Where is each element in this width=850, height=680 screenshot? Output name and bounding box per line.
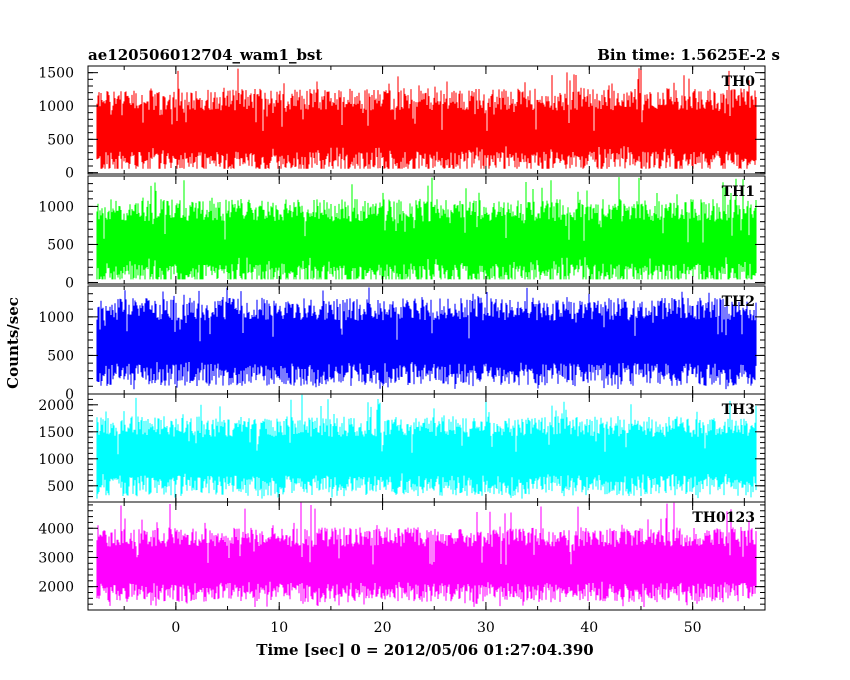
bin-time-label: Bin time: 1.5625E-2 s xyxy=(597,46,780,64)
panel-label-th2: TH2 xyxy=(722,294,755,310)
x-tick-labels: 0 10 20 30 40 50 xyxy=(171,620,701,636)
y-tick-label: 2000 xyxy=(38,580,74,596)
y-tick-label: 500 xyxy=(47,479,74,495)
y-tick-label: 0 xyxy=(65,275,74,291)
panel-th3: 500 1000 1500 2000 TH3 xyxy=(38,393,766,503)
y-tick-label: 1500 xyxy=(38,425,74,441)
series-th0-trace xyxy=(96,68,757,169)
series-th1-trace xyxy=(96,177,757,280)
chart-title: ae120506012704_wam1_bst xyxy=(88,46,322,64)
y-tick-label: 4000 xyxy=(38,521,74,537)
panel-label-th3: TH3 xyxy=(722,402,755,418)
y-axis-label: Counts/sec xyxy=(4,297,22,389)
x-tick-label: 0 xyxy=(171,620,180,636)
y-tick-label: 2000 xyxy=(38,398,74,414)
panel-th0: 0 500 1000 1500 TH0 xyxy=(38,65,766,182)
y-tick-label: 1500 xyxy=(38,66,74,82)
y-tick-label: 1000 xyxy=(38,452,74,468)
x-tick-label: 20 xyxy=(374,620,392,636)
y-tick-label: 1000 xyxy=(38,310,74,326)
series-th3-trace xyxy=(96,394,757,499)
y-tick-label: 1000 xyxy=(38,199,74,215)
panel-label-th0: TH0 xyxy=(722,74,756,90)
y-tick-label: 0 xyxy=(65,387,74,403)
x-tick-label: 30 xyxy=(477,620,495,636)
y-tick-label: 1000 xyxy=(38,99,74,115)
x-axis-label: Time [sec] 0 = 2012/05/06 01:27:04.390 xyxy=(256,641,593,659)
panels-group: 0 500 1000 1500 TH0 0 500 1000 TH1 0 500 1000 TH2 500… xyxy=(38,65,766,611)
y-tick-label: 500 xyxy=(47,348,74,364)
x-tick-label: 50 xyxy=(684,620,702,636)
panel-label-th1: TH1 xyxy=(722,184,755,200)
panel-label-th0123: TH0123 xyxy=(692,510,755,526)
panel-th1: 0 500 1000 TH1 xyxy=(38,175,766,291)
panel-frame xyxy=(87,501,766,611)
y-tick-label: 500 xyxy=(47,132,74,148)
y-tick-label: 0 xyxy=(65,166,74,182)
x-tick-label: 10 xyxy=(270,620,288,636)
panel-th0123: 2000 3000 4000 TH0123 xyxy=(38,501,766,611)
x-tick-label: 40 xyxy=(580,620,598,636)
panel-frame xyxy=(87,65,766,175)
series-th0123-trace xyxy=(96,502,757,607)
panel-frame xyxy=(87,175,766,285)
y-tick-label: 3000 xyxy=(38,550,74,566)
series-th2-trace xyxy=(96,287,757,390)
y-tick-label: 500 xyxy=(47,237,74,253)
panel-th2: 0 500 1000 TH2 xyxy=(38,285,766,403)
